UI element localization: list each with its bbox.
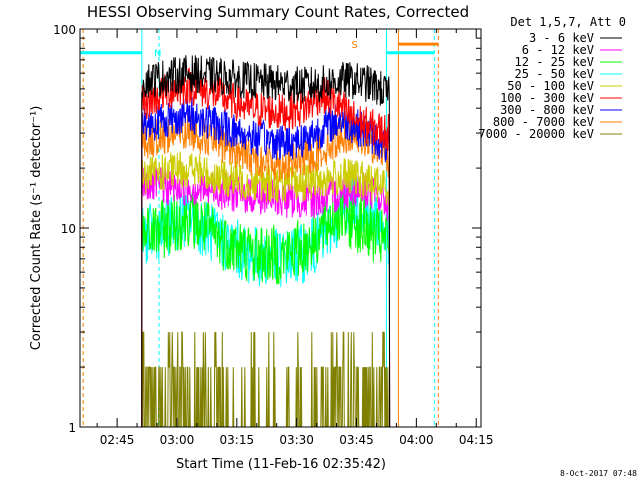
x-tick-label: 02:45 xyxy=(100,433,135,447)
footer-stamp: 8-Oct-2017 07:48 xyxy=(560,469,637,478)
x-axis-label: Start Time (11-Feb-16 02:35:42) xyxy=(176,457,386,472)
legend-label: 3 - 6 keV xyxy=(529,31,594,45)
flag-n-label: N xyxy=(154,49,161,60)
series-trace xyxy=(141,185,391,428)
legend-label: 7000 - 20000 keV xyxy=(478,127,594,141)
x-tick-label: 04:00 xyxy=(399,433,434,447)
series-trace xyxy=(141,112,391,428)
legend-label: 300 - 800 keV xyxy=(500,103,594,117)
y-tick-label: 100 xyxy=(53,23,76,37)
legend-label: 6 - 12 keV xyxy=(522,43,594,57)
x-tick-label: 03:45 xyxy=(339,433,374,447)
legend-label: 50 - 100 keV xyxy=(507,79,594,93)
x-tick-label: 03:15 xyxy=(220,433,255,447)
x-tick-label: 04:15 xyxy=(459,433,494,447)
flag-s-label: S xyxy=(351,40,357,51)
chart-title: HESSI Observing Summary Count Rates, Cor… xyxy=(87,3,469,21)
legend-label: 25 - 50 keV xyxy=(515,67,594,81)
legend-label: 12 - 25 keV xyxy=(515,55,594,69)
x-axis: 02:45 03:00 03:15 03:30 03:45 04:00 04:15 xyxy=(96,29,494,447)
series-trace xyxy=(141,151,391,428)
series-trace xyxy=(141,331,390,428)
y-tick-label: 10 xyxy=(61,222,76,236)
y-tick-label: 1 xyxy=(68,421,76,435)
y-axis-label: Corrected Count Rate (s⁻¹ detector⁻¹) xyxy=(29,106,44,351)
legend-label: 100 - 300 keV xyxy=(500,91,594,105)
legend-title: Det 1,5,7, Att 0 xyxy=(510,15,626,29)
legend-label: 800 - 7000 keV xyxy=(493,115,594,129)
series-trace xyxy=(141,165,391,428)
x-tick-label: 03:00 xyxy=(160,433,195,447)
series-trace xyxy=(141,55,391,428)
plot-area: SN xyxy=(80,29,439,428)
plot-frame xyxy=(79,28,482,428)
x-tick-label: 03:30 xyxy=(279,433,314,447)
